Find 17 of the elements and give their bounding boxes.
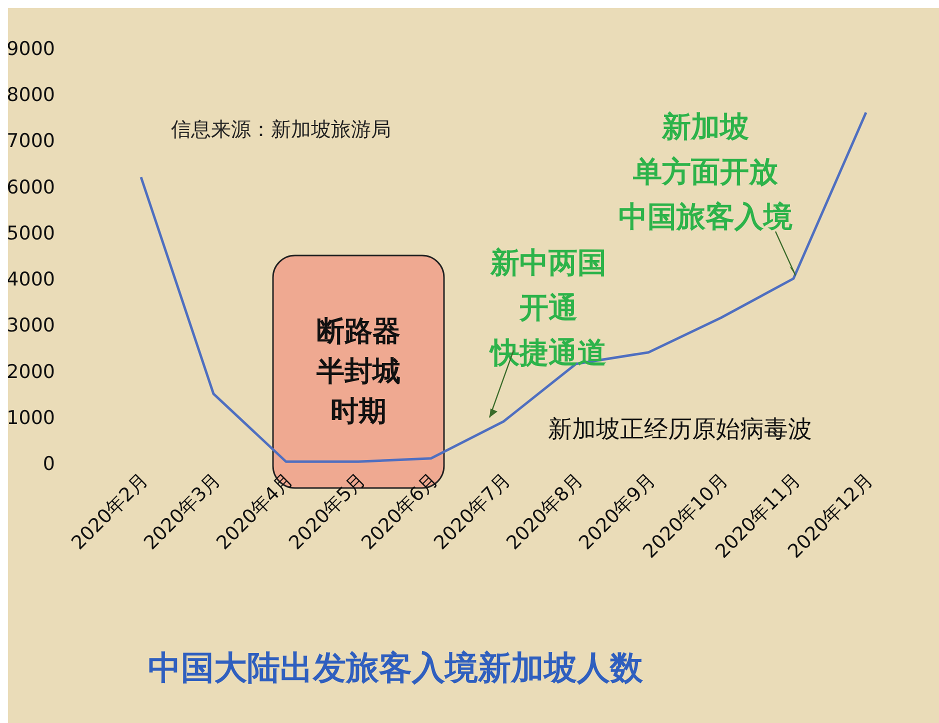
annotation: 信息来源：新加坡旅游局 [171, 116, 391, 143]
y-tick-label: 8000 [6, 84, 55, 106]
annotation: 新中两国开通快捷通道 [488, 246, 606, 370]
text: 中国大陆出发旅客入境新加坡人数 [148, 647, 643, 689]
y-tick-label: 5000 [6, 222, 55, 244]
band-label: 断路器半封城时期 [316, 314, 400, 428]
y-tick-label: 3000 [6, 314, 55, 337]
y-tick-label: 0 [42, 453, 55, 475]
annotation: 新加坡正经历原始病毒波 [548, 414, 812, 445]
y-tick-label: 6000 [6, 176, 55, 198]
y-tick-label: 7000 [6, 130, 55, 152]
y-tick-label: 1000 [6, 406, 55, 429]
annotation: 新加坡单方面开放中国旅客入境 [618, 110, 792, 234]
line-series [140, 111, 868, 463]
y-tick-label: 9000 [6, 38, 55, 60]
y-tick-label: 2000 [6, 360, 55, 383]
y-tick-label: 4000 [6, 268, 55, 291]
